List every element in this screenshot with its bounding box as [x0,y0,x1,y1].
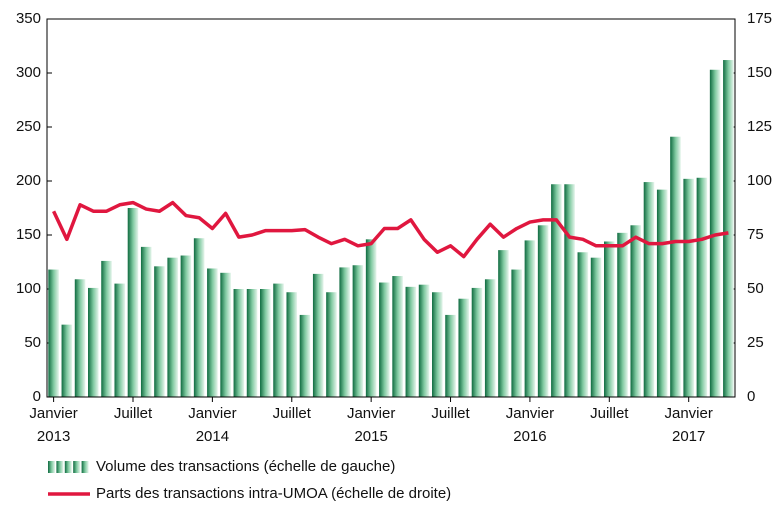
bar [577,252,589,397]
y-tick-label: 50 [24,334,41,351]
legend-swatch [48,461,55,473]
bar [74,279,86,397]
bar [723,60,734,397]
bar [286,292,298,397]
bar [127,208,139,397]
x-tick-label: Janvier [188,405,236,422]
y2-tick-label: 0 [747,388,755,405]
bar [101,260,112,397]
bar [207,268,218,397]
bar [604,241,615,397]
bar [405,286,417,397]
bar [418,284,430,397]
bar [233,289,245,397]
legend-swatch [56,461,64,473]
bar [537,225,549,397]
bar [670,136,681,397]
y-tick-label: 100 [16,280,41,297]
bar [696,177,708,397]
bar [365,239,377,397]
bar [630,225,642,397]
bar [220,272,231,397]
y2-tick-label: 50 [747,280,764,297]
bar [524,240,536,397]
bar [379,282,390,397]
legend-swatch [64,461,72,473]
y2-tick-label: 175 [747,10,772,27]
bar [352,265,364,397]
bar [48,269,59,397]
bar [498,250,509,397]
x-year-label: 2017 [672,428,705,445]
y2-tick-label: 25 [747,334,764,351]
legend-swatch [81,461,89,473]
x-year-label: 2015 [354,428,387,445]
y-tick-label: 0 [33,388,41,405]
y-tick-label: 150 [16,226,41,243]
bar [193,238,205,397]
legend-swatch [73,461,81,473]
x-tick-label: Janvier [347,405,395,422]
bar [445,314,456,397]
bar [246,289,258,397]
bar [154,266,165,397]
x-tick-label: Juillet [273,405,312,422]
bar [458,298,470,397]
bar [432,292,443,397]
line [52,200,729,259]
x-year-label: 2016 [513,428,546,445]
bar [551,184,562,397]
y-tick-label: 300 [16,64,41,81]
plot-frame [46,18,736,398]
bar [511,269,522,397]
y-tick-label: 350 [16,10,41,27]
y2-tick-label: 125 [747,118,772,135]
bar [326,292,337,397]
bar [564,184,575,397]
bar [392,276,403,397]
x-tick-label: Juillet [114,405,153,422]
legend-label: Volume des transactions (échelle de gauc… [96,458,395,475]
legend-label: Parts des transactions intra-UMOA (échel… [96,485,451,502]
y-tick-label: 250 [16,118,41,135]
x-year-label: 2014 [196,428,229,445]
bar [590,257,602,397]
bar [656,189,668,397]
bar [114,283,126,397]
y2-tick-label: 75 [747,226,764,243]
y2-tick-label: 100 [747,172,772,189]
x-tick-label: Janvier [29,405,77,422]
bar [683,178,694,397]
y-tick-label: 200 [16,172,41,189]
bar [260,289,271,397]
bar [339,267,350,397]
x-tick-label: Janvier [506,405,554,422]
bar [312,273,324,397]
x-tick-label: Janvier [665,405,713,422]
bar [471,287,483,397]
x-tick-label: Juillet [590,405,629,422]
bar [61,324,73,397]
bar [273,283,284,397]
bar [167,257,178,397]
x-tick-label: Juillet [431,405,470,422]
bar [643,182,655,397]
y2-tick-label: 150 [747,64,772,81]
bar [88,287,99,397]
bar [484,279,496,397]
bar [617,232,628,397]
bar [140,246,152,397]
bar [299,314,311,397]
bar [180,255,192,397]
x-year-label: 2013 [37,428,70,445]
